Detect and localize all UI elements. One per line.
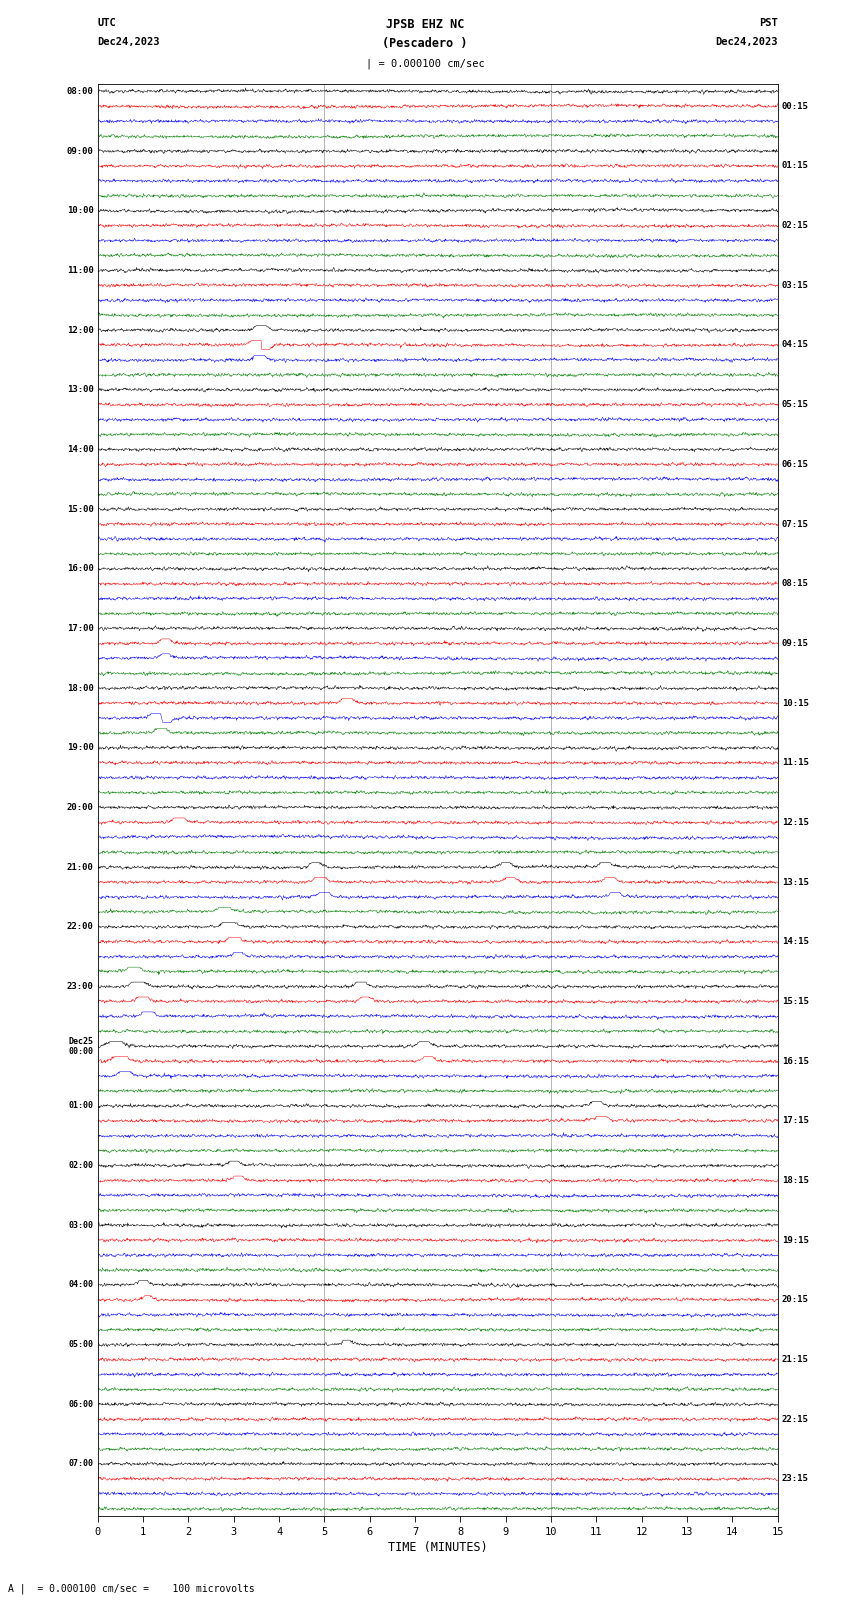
Text: 05:15: 05:15 xyxy=(782,400,809,410)
Text: 02:00: 02:00 xyxy=(69,1161,94,1169)
Text: UTC: UTC xyxy=(98,18,116,27)
Text: 11:00: 11:00 xyxy=(66,266,94,274)
Text: 09:00: 09:00 xyxy=(66,147,94,155)
Text: 22:15: 22:15 xyxy=(782,1415,809,1424)
Text: 13:00: 13:00 xyxy=(66,386,94,394)
Text: 22:00: 22:00 xyxy=(66,923,94,931)
Text: 15:15: 15:15 xyxy=(782,997,809,1007)
Text: 04:00: 04:00 xyxy=(69,1281,94,1289)
Text: 18:15: 18:15 xyxy=(782,1176,809,1186)
Text: 09:15: 09:15 xyxy=(782,639,809,648)
Text: JPSB EHZ NC: JPSB EHZ NC xyxy=(386,18,464,31)
Text: 05:00: 05:00 xyxy=(69,1340,94,1348)
Text: 08:15: 08:15 xyxy=(782,579,809,589)
Text: 01:00: 01:00 xyxy=(69,1102,94,1110)
Text: 20:15: 20:15 xyxy=(782,1295,809,1305)
Text: Dec25
00:00: Dec25 00:00 xyxy=(69,1037,94,1057)
Text: PST: PST xyxy=(759,18,778,27)
Text: 06:15: 06:15 xyxy=(782,460,809,469)
Text: Dec24,2023: Dec24,2023 xyxy=(715,37,778,47)
Text: 07:00: 07:00 xyxy=(69,1460,94,1468)
X-axis label: TIME (MINUTES): TIME (MINUTES) xyxy=(388,1540,488,1553)
Text: 12:15: 12:15 xyxy=(782,818,809,827)
Text: 19:15: 19:15 xyxy=(782,1236,809,1245)
Text: 14:15: 14:15 xyxy=(782,937,809,947)
Text: 01:15: 01:15 xyxy=(782,161,809,171)
Text: 19:00: 19:00 xyxy=(66,744,94,752)
Text: 13:15: 13:15 xyxy=(782,877,809,887)
Text: 06:00: 06:00 xyxy=(69,1400,94,1408)
Text: 11:15: 11:15 xyxy=(782,758,809,768)
Text: Dec24,2023: Dec24,2023 xyxy=(98,37,161,47)
Text: 03:00: 03:00 xyxy=(69,1221,94,1229)
Text: 00:15: 00:15 xyxy=(782,102,809,111)
Text: 10:00: 10:00 xyxy=(66,206,94,215)
Text: 15:00: 15:00 xyxy=(66,505,94,513)
Text: 20:00: 20:00 xyxy=(66,803,94,811)
Text: | = 0.000100 cm/sec: | = 0.000100 cm/sec xyxy=(366,58,484,69)
Text: (Pescadero ): (Pescadero ) xyxy=(382,37,468,50)
Text: 02:15: 02:15 xyxy=(782,221,809,231)
Text: 23:00: 23:00 xyxy=(66,982,94,990)
Text: 14:00: 14:00 xyxy=(66,445,94,453)
Text: 21:00: 21:00 xyxy=(66,863,94,871)
Text: 21:15: 21:15 xyxy=(782,1355,809,1365)
Text: 18:00: 18:00 xyxy=(66,684,94,692)
Text: 17:15: 17:15 xyxy=(782,1116,809,1126)
Text: A |  = 0.000100 cm/sec =    100 microvolts: A | = 0.000100 cm/sec = 100 microvolts xyxy=(8,1582,255,1594)
Text: 17:00: 17:00 xyxy=(66,624,94,632)
Text: 07:15: 07:15 xyxy=(782,519,809,529)
Text: 16:15: 16:15 xyxy=(782,1057,809,1066)
Text: 03:15: 03:15 xyxy=(782,281,809,290)
Text: 08:00: 08:00 xyxy=(66,87,94,95)
Text: 23:15: 23:15 xyxy=(782,1474,809,1484)
Text: 16:00: 16:00 xyxy=(66,565,94,573)
Text: 04:15: 04:15 xyxy=(782,340,809,350)
Text: 10:15: 10:15 xyxy=(782,698,809,708)
Text: 12:00: 12:00 xyxy=(66,326,94,334)
